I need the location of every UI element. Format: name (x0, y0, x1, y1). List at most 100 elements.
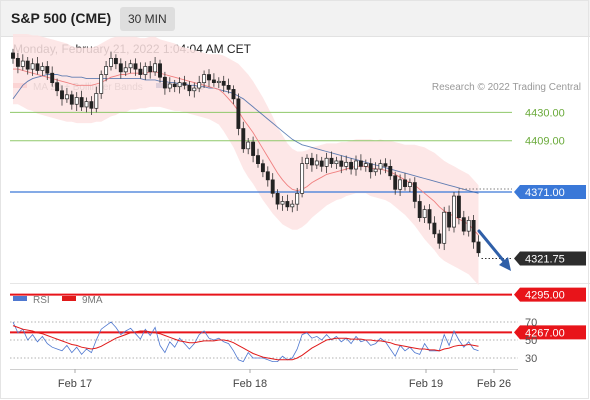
candle-body (15, 57, 20, 67)
candle-body (280, 201, 285, 205)
candle-body (447, 211, 452, 228)
candle-body (427, 209, 432, 224)
candle-body (437, 233, 442, 244)
candle-body (354, 160, 358, 170)
last-price-label: 4321.75 (525, 253, 565, 265)
level-tag-label: 4295.00 (525, 290, 565, 302)
legend-label-9ma: 9MA (82, 295, 103, 306)
candle-body (99, 74, 104, 94)
candle-body (236, 98, 241, 129)
candle-body (339, 160, 344, 167)
bollinger-band-area (13, 34, 479, 286)
candle-body (403, 179, 407, 187)
candle-body (207, 74, 211, 81)
rsi-tick-label: 70 (525, 317, 537, 329)
candle-body (177, 82, 182, 88)
candle-body (260, 163, 265, 173)
candle-body (104, 66, 109, 75)
candle-body (182, 82, 187, 86)
candle-body (349, 161, 354, 170)
candle-body (211, 79, 216, 83)
candle-body (167, 83, 172, 89)
level-tag-label: 4267.00 (525, 327, 565, 339)
candle-body (109, 57, 113, 67)
last-price-tag (514, 251, 586, 266)
rsi-tick-label: 50 (525, 335, 537, 347)
candle-body (275, 193, 280, 205)
candle-body (466, 220, 471, 232)
level-tag (514, 287, 586, 302)
candle-body (305, 157, 309, 165)
timeframe-button[interactable]: 30 MIN (120, 7, 175, 31)
candle-body (368, 163, 373, 173)
candle-body (11, 52, 15, 59)
candle-body (383, 163, 388, 167)
candle-body (476, 241, 481, 254)
candle-body (358, 160, 363, 167)
candle-body (197, 82, 202, 89)
candle-body (256, 155, 260, 165)
candles (11, 48, 481, 257)
candle-body (319, 160, 324, 167)
header-bar: S&P 500 (CME) 30 MIN (0, 0, 590, 37)
candle-body (285, 201, 290, 208)
candle-body (363, 163, 368, 167)
rsi-tick-label: 30 (525, 353, 537, 365)
candle-body (246, 141, 251, 150)
candle-body (79, 97, 84, 108)
candle-body (128, 63, 133, 69)
candle-body (84, 101, 89, 108)
legend-swatch-rsi (13, 296, 27, 301)
candle-body (192, 87, 197, 92)
candle-body (50, 72, 55, 83)
candle-body (45, 66, 50, 74)
ma20-line (13, 68, 479, 236)
candle-body (452, 195, 456, 228)
candle-body (162, 76, 167, 89)
candle-body (216, 80, 221, 84)
candle-body (314, 160, 319, 166)
candle-body (265, 171, 270, 181)
candle-body (187, 84, 192, 92)
candle-body (74, 97, 79, 105)
candle-body (398, 179, 403, 190)
candle-body (393, 175, 398, 190)
candle-body (113, 57, 118, 65)
x-tick-label: Feb 19 (409, 378, 443, 390)
candle-body (30, 63, 35, 70)
candle-body (388, 166, 393, 177)
candle-body (69, 94, 74, 105)
candle-body (40, 66, 45, 71)
candle-body (202, 74, 207, 84)
candle-body (94, 93, 99, 109)
candle-body (153, 63, 158, 73)
candle-body (64, 94, 69, 100)
ma50-line (12, 74, 479, 194)
candle-body (89, 101, 94, 109)
candle-body (221, 80, 226, 86)
candle-body (324, 157, 329, 167)
candle-body (309, 157, 314, 166)
watermark: Research © 2022 Trading Central (432, 82, 581, 93)
level-tag (514, 325, 586, 340)
candle-body (143, 66, 148, 75)
candle-body (55, 82, 60, 92)
candle-body (471, 220, 476, 243)
candle-body (442, 211, 447, 244)
legend-swatch-9ma (62, 296, 76, 301)
candle-body (148, 66, 153, 73)
forecast-arrow-head (499, 257, 511, 271)
candle-body (241, 128, 246, 150)
level-tag (514, 185, 586, 199)
candle-body (172, 83, 177, 88)
candle-body (20, 60, 25, 67)
candle-body (118, 63, 123, 73)
candle-body (35, 63, 40, 71)
candle-body (373, 168, 378, 173)
level-label: 4409.00 (525, 136, 565, 148)
candle-body (133, 63, 138, 70)
candle-body (461, 217, 466, 232)
rsi-line (12, 321, 479, 363)
candle-body (378, 163, 383, 170)
